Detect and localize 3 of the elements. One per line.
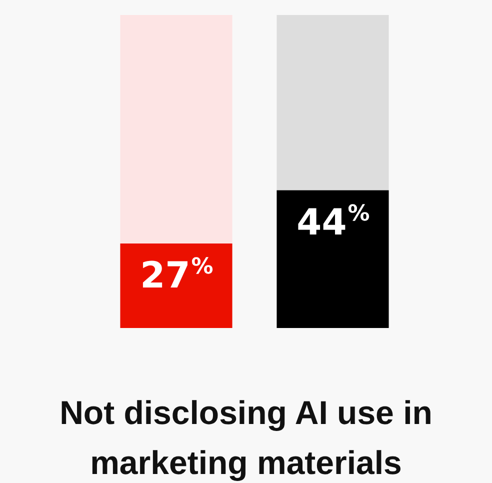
- text: Not disclosing AI use in marketing materials: [58, 393, 434, 483]
- data-label: 44%: [296, 201, 370, 244]
- data-label: 27%: [140, 254, 214, 296]
